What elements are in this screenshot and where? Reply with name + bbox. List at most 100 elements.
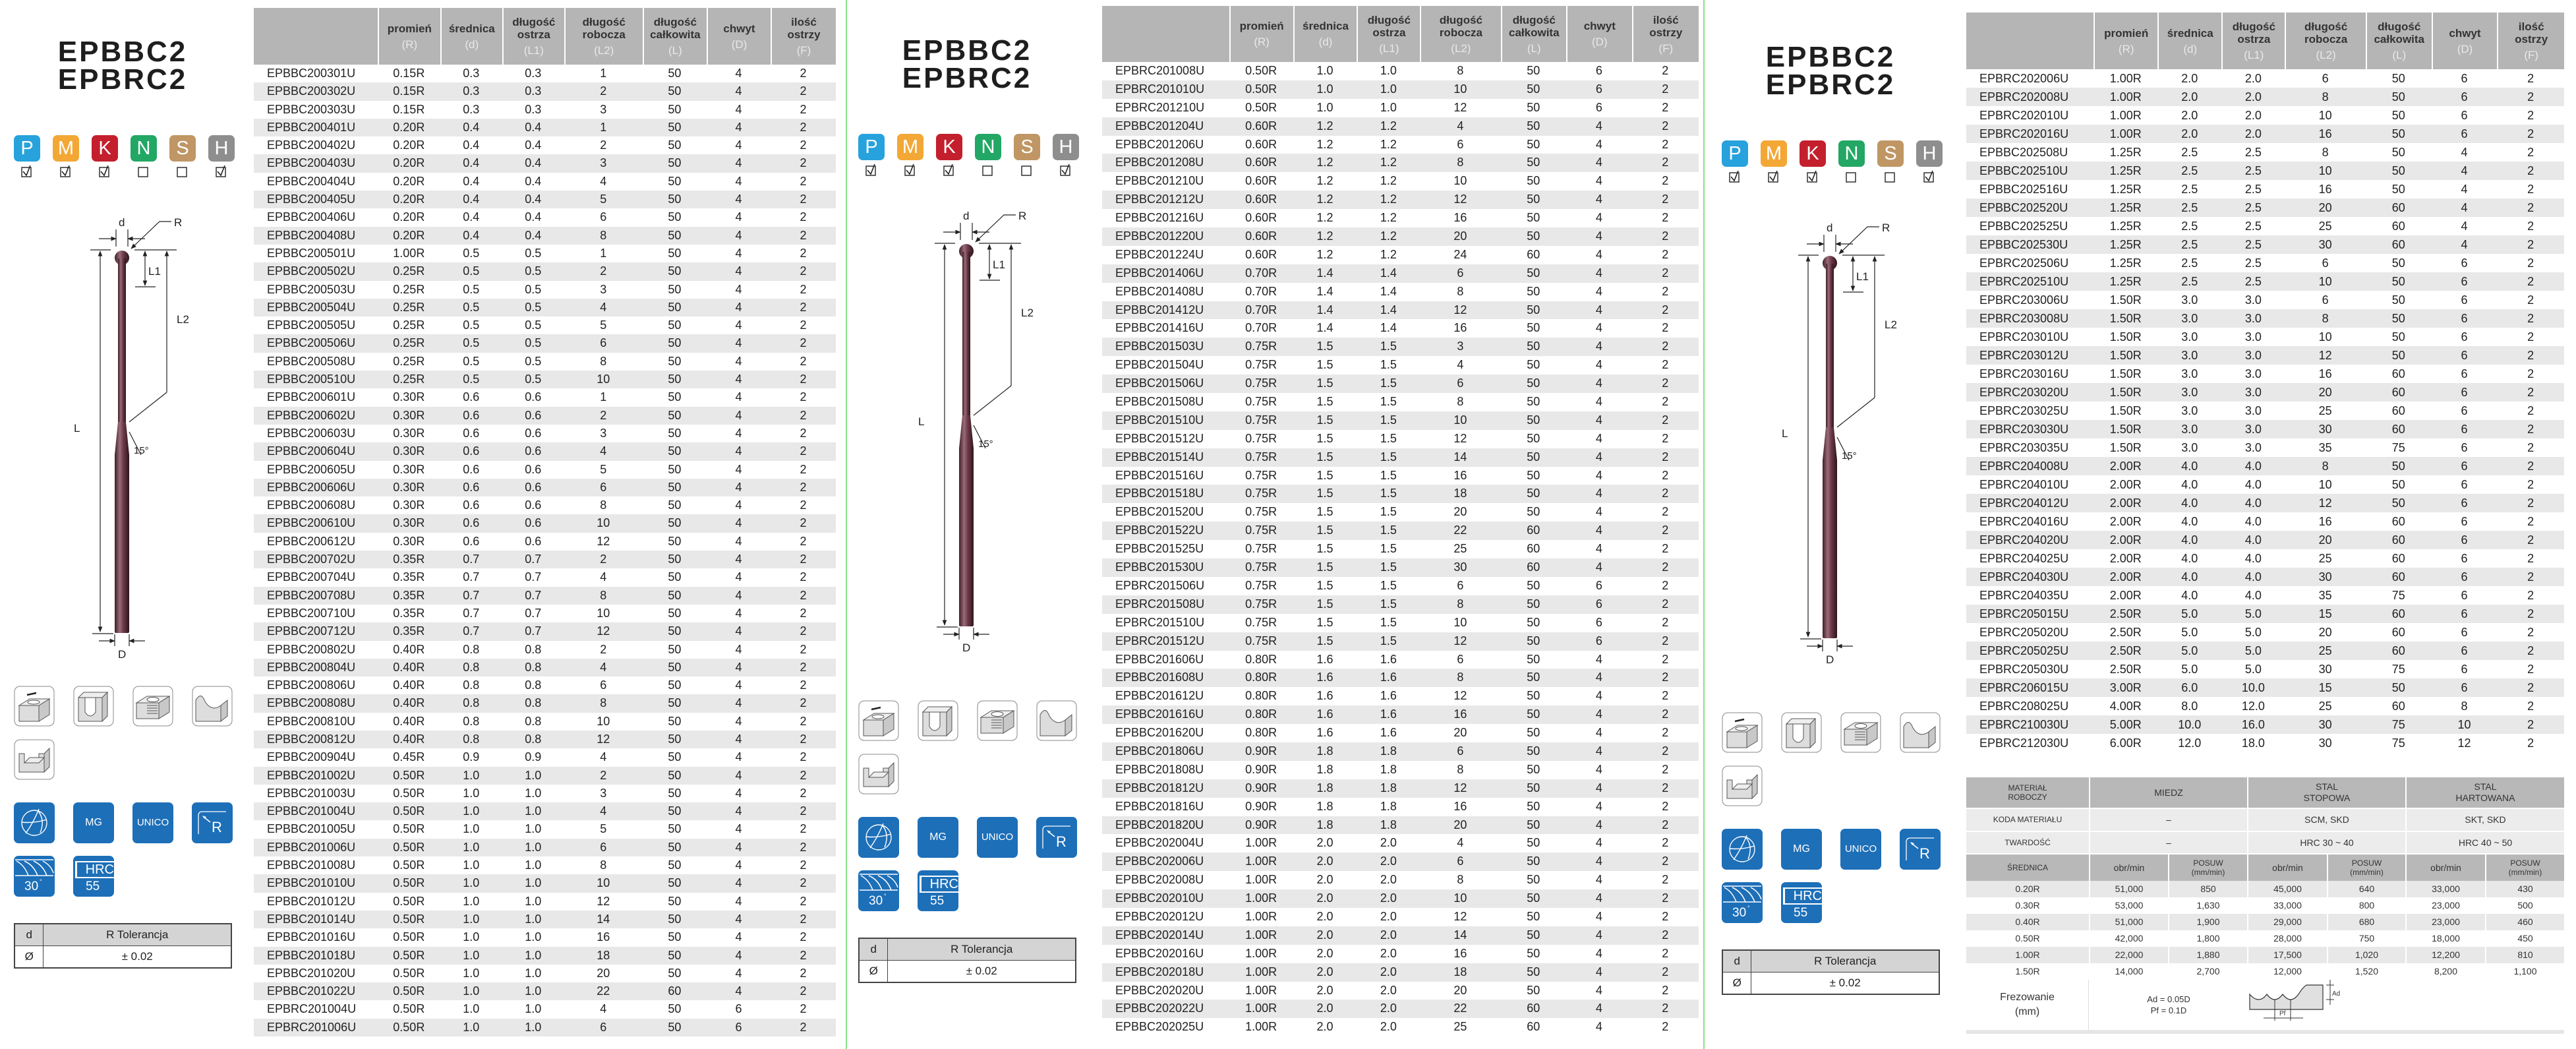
table-row[interactable]: EPBBC201208U 0.60R 1.2 1.2 8 50 4 2: [1102, 154, 1699, 173]
table-row[interactable]: EPBBC202016U 1.00R 2.0 2.0 16 50 4 2: [1102, 945, 1699, 963]
table-row[interactable]: EPBBC201010U 0.50R 1.0 1.0 10 50 4 2: [254, 874, 836, 893]
table-row[interactable]: EPBBC200808U 0.40R 0.8 0.8 8 50 4 2: [254, 694, 836, 713]
table-row[interactable]: EPBBC201518U 0.75R 1.5 1.5 18 50 4 2: [1102, 485, 1699, 504]
table-row[interactable]: EPBBC200406U 0.20R 0.4 0.4 6 50 4 2: [254, 208, 836, 226]
table-row[interactable]: EPBRC205030U 2.50R 5.0 5.0 30 75 6 2: [1966, 660, 2564, 678]
table-row[interactable]: EPBRC203010U 1.50R 3.0 3.0 10 50 6 2: [1966, 328, 2564, 346]
table-row[interactable]: EPBBC201416U 0.70R 1.4 1.4 16 50 4 2: [1102, 319, 1699, 338]
table-row[interactable]: EPBRC203020U 1.50R 3.0 3.0 20 60 6 2: [1966, 383, 2564, 402]
table-row[interactable]: EPBRC204012U 2.00R 4.0 4.0 12 50 6 2: [1966, 494, 2564, 512]
table-row[interactable]: EPBBC200504U 0.25R 0.5 0.5 4 50 4 2: [254, 298, 836, 317]
table-row[interactable]: EPBBC200601U 0.30R 0.6 0.6 1 50 4 2: [254, 388, 836, 406]
table-row[interactable]: EPBBC201004U 0.50R 1.0 1.0 4 50 4 2: [254, 802, 836, 821]
table-row[interactable]: EPBBC201022U 0.50R 1.0 1.0 22 60 4 2: [254, 982, 836, 1001]
table-row[interactable]: EPBBC201018U 0.50R 1.0 1.0 18 50 4 2: [254, 946, 836, 965]
table-row[interactable]: EPBBC201620U 0.80R 1.6 1.6 20 50 4 2: [1102, 724, 1699, 742]
table-row[interactable]: EPBBC201224U 0.60R 1.2 1.2 24 60 4 2: [1102, 246, 1699, 264]
table-row[interactable]: EPBRC204008U 2.00R 4.0 4.0 8 50 6 2: [1966, 457, 2564, 475]
table-row[interactable]: EPBBC200806U 0.40R 0.8 0.8 6 50 4 2: [254, 676, 836, 694]
table-row[interactable]: EPBBC201408U 0.70R 1.4 1.4 8 50 4 2: [1102, 283, 1699, 301]
table-row[interactable]: EPBBC200503U 0.25R 0.5 0.5 3 50 4 2: [254, 281, 836, 299]
table-row[interactable]: EPBBC201612U 0.80R 1.6 1.6 12 50 4 2: [1102, 687, 1699, 705]
table-row[interactable]: EPBBC202004U 1.00R 2.0 2.0 4 50 4 2: [1102, 834, 1699, 853]
table-row[interactable]: EPBBC200402U 0.20R 0.4 0.4 2 50 4 2: [254, 136, 836, 154]
table-row[interactable]: EPBBC202008U 1.00R 2.0 2.0 8 50 4 2: [1102, 871, 1699, 889]
table-row[interactable]: EPBBC200802U 0.40R 0.8 0.8 2 50 4 2: [254, 641, 836, 659]
table-row[interactable]: EPBBC200810U 0.40R 0.8 0.8 10 50 4 2: [254, 713, 836, 731]
table-row[interactable]: EPBBC201210U 0.60R 1.2 1.2 10 50 4 2: [1102, 172, 1699, 191]
table-row[interactable]: EPBBC201510U 0.75R 1.5 1.5 10 50 4 2: [1102, 411, 1699, 430]
table-row[interactable]: EPBBC200302U 0.15R 0.3 0.3 2 50 4 2: [254, 82, 836, 101]
table-row[interactable]: EPBBC201525U 0.75R 1.5 1.5 25 60 4 2: [1102, 540, 1699, 558]
table-row[interactable]: EPBBC201412U 0.70R 1.4 1.4 12 50 4 2: [1102, 301, 1699, 320]
table-row[interactable]: EPBBC201516U 0.75R 1.5 1.5 16 50 4 2: [1102, 467, 1699, 485]
table-row[interactable]: EPBBC200602U 0.30R 0.6 0.6 2 50 4 2: [254, 406, 836, 425]
table-row[interactable]: EPBBC201008U 0.50R 1.0 1.0 8 50 4 2: [254, 856, 836, 874]
table-row[interactable]: EPBBC201220U 0.60R 1.2 1.2 20 50 4 2: [1102, 227, 1699, 246]
table-row[interactable]: EPBBC200502U 0.25R 0.5 0.5 2 50 4 2: [254, 262, 836, 281]
table-row[interactable]: EPBBC201006U 0.50R 1.0 1.0 6 50 4 2: [254, 838, 836, 857]
table-row[interactable]: EPBBC201212U 0.60R 1.2 1.2 12 50 4 2: [1102, 191, 1699, 210]
table-row[interactable]: EPBBC201508U 0.75R 1.5 1.5 8 50 4 2: [1102, 393, 1699, 411]
table-row[interactable]: EPBRC202016U 1.00R 2.0 2.0 16 50 6 2: [1966, 125, 2564, 143]
table-row[interactable]: EPBBC201016U 0.50R 1.0 1.0 16 50 4 2: [254, 928, 836, 946]
table-row[interactable]: EPBBC202025U 1.00R 2.0 2.0 25 60 4 2: [1102, 1018, 1699, 1036]
table-row[interactable]: EPBBC200606U 0.30R 0.6 0.6 6 50 4 2: [254, 478, 836, 497]
table-row[interactable]: EPBRC204035U 2.00R 4.0 4.0 35 75 6 2: [1966, 586, 2564, 605]
table-row[interactable]: EPBRC201508U 0.75R 1.5 1.5 8 50 6 2: [1102, 595, 1699, 614]
table-row[interactable]: EPBRC205015U 2.50R 5.0 5.0 15 60 6 2: [1966, 605, 2564, 623]
table-row[interactable]: EPBBC201003U 0.50R 1.0 1.0 3 50 4 2: [254, 785, 836, 802]
table-row[interactable]: EPBRC203006U 1.50R 3.0 3.0 6 50 6 2: [1966, 291, 2564, 309]
table-row[interactable]: EPBRC212030U 6.00R 12.0 18.0 30 75 12 2: [1966, 734, 2564, 752]
table-row[interactable]: EPBBC200608U 0.30R 0.6 0.6 8 50 4 2: [254, 496, 836, 514]
table-row[interactable]: EPBBC202508U 1.25R 2.5 2.5 8 50 4 2: [1966, 143, 2564, 162]
table-row[interactable]: EPBBC200506U 0.25R 0.5 0.5 6 50 4 2: [254, 334, 836, 353]
table-row[interactable]: EPBBC202520U 1.25R 2.5 2.5 20 60 4 2: [1966, 198, 2564, 217]
table-row[interactable]: EPBBC200610U 0.30R 0.6 0.6 10 50 4 2: [254, 514, 836, 533]
table-row[interactable]: EPBBC200508U 0.25R 0.5 0.5 8 50 4 2: [254, 353, 836, 371]
table-row[interactable]: EPBBC201522U 0.75R 1.5 1.5 22 60 4 2: [1102, 522, 1699, 541]
table-row[interactable]: EPBBC201503U 0.75R 1.5 1.5 3 50 4 2: [1102, 338, 1699, 357]
table-row[interactable]: EPBBC200702U 0.35R 0.7 0.7 2 50 4 2: [254, 551, 836, 569]
table-row[interactable]: EPBBC202525U 1.25R 2.5 2.5 25 60 4 2: [1966, 217, 2564, 235]
table-row[interactable]: EPBRC203012U 1.50R 3.0 3.0 12 50 6 2: [1966, 346, 2564, 365]
table-row[interactable]: EPBBC200501U 1.00R 0.5 0.5 1 50 4 2: [254, 245, 836, 262]
table-row[interactable]: EPBBC201005U 0.50R 1.0 1.0 5 50 4 2: [254, 820, 836, 838]
table-row[interactable]: EPBBC200408U 0.20R 0.4 0.4 8 50 4 2: [254, 226, 836, 245]
table-row[interactable]: EPBBC202530U 1.25R 2.5 2.5 30 60 4 2: [1966, 235, 2564, 254]
table-row[interactable]: EPBBC201216U 0.60R 1.2 1.2 16 50 4 2: [1102, 209, 1699, 227]
table-row[interactable]: EPBBC201606U 0.80R 1.6 1.6 6 50 4 2: [1102, 651, 1699, 669]
table-row[interactable]: EPBRC201010U 0.50R 1.0 1.0 10 50 6 2: [1102, 80, 1699, 99]
table-row[interactable]: EPBBC202510U 1.25R 2.5 2.5 10 50 4 2: [1966, 162, 2564, 180]
table-row[interactable]: EPBBC200612U 0.30R 0.6 0.6 12 50 4 2: [254, 533, 836, 551]
table-row[interactable]: EPBBC201616U 0.80R 1.6 1.6 16 50 4 2: [1102, 705, 1699, 725]
table-row[interactable]: EPBBC200301U 0.15R 0.3 0.3 1 50 4 2: [254, 65, 836, 82]
table-row[interactable]: EPBBC202516U 1.25R 2.5 2.5 16 50 4 2: [1966, 180, 2564, 198]
table-row[interactable]: EPBRC201008U 0.50R 1.0 1.0 8 50 6 2: [1102, 62, 1699, 80]
table-row[interactable]: EPBBC201512U 0.75R 1.5 1.5 12 50 4 2: [1102, 430, 1699, 448]
table-row[interactable]: EPBBC201204U 0.60R 1.2 1.2 4 50 4 2: [1102, 117, 1699, 136]
table-row[interactable]: EPBBC202022U 1.00R 2.0 2.0 22 60 4 2: [1102, 1000, 1699, 1019]
table-row[interactable]: EPBBC200303U 0.15R 0.3 0.3 3 50 4 2: [254, 101, 836, 119]
table-row[interactable]: EPBBC200404U 0.20R 0.4 0.4 4 50 4 2: [254, 173, 836, 191]
table-row[interactable]: EPBRC204016U 2.00R 4.0 4.0 16 60 6 2: [1966, 512, 2564, 531]
table-row[interactable]: EPBBC200712U 0.35R 0.7 0.7 12 50 4 2: [254, 622, 836, 641]
table-row[interactable]: EPBRC208025U 4.00R 8.0 12.0 25 60 8 2: [1966, 697, 2564, 715]
table-row[interactable]: EPBBC201020U 0.50R 1.0 1.0 20 50 4 2: [254, 965, 836, 982]
table-row[interactable]: EPBBC202018U 1.00R 2.0 2.0 18 50 4 2: [1102, 963, 1699, 982]
table-row[interactable]: EPBRC202010U 1.00R 2.0 2.0 10 50 6 2: [1966, 106, 2564, 125]
table-row[interactable]: EPBBC201014U 0.50R 1.0 1.0 14 50 4 2: [254, 910, 836, 929]
table-row[interactable]: EPBRC201210U 0.50R 1.0 1.0 12 50 6 2: [1102, 99, 1699, 117]
table-row[interactable]: EPBBC201406U 0.70R 1.4 1.4 6 50 4 2: [1102, 264, 1699, 283]
table-row[interactable]: EPBBC200904U 0.45R 0.9 0.9 4 50 4 2: [254, 748, 836, 766]
table-row[interactable]: EPBBC200704U 0.35R 0.7 0.7 4 50 4 2: [254, 568, 836, 586]
table-row[interactable]: EPBBC202006U 1.00R 2.0 2.0 6 50 4 2: [1102, 853, 1699, 872]
table-row[interactable]: EPBBC200605U 0.30R 0.6 0.6 5 50 4 2: [254, 461, 836, 479]
table-row[interactable]: EPBBC201520U 0.75R 1.5 1.5 20 50 4 2: [1102, 503, 1699, 522]
table-row[interactable]: EPBRC201004U 0.50R 1.0 1.0 4 50 6 2: [254, 1000, 836, 1018]
table-row[interactable]: EPBRC201006U 0.50R 1.0 1.0 6 50 6 2: [254, 1018, 836, 1037]
table-row[interactable]: EPBRC205020U 2.50R 5.0 5.0 20 60 6 2: [1966, 623, 2564, 642]
table-row[interactable]: EPBRC202008U 1.00R 2.0 2.0 8 50 6 2: [1966, 88, 2564, 106]
table-row[interactable]: EPBBC200710U 0.35R 0.7 0.7 10 50 4 2: [254, 605, 836, 622]
table-row[interactable]: EPBRC203016U 1.50R 3.0 3.0 16 60 6 2: [1966, 365, 2564, 383]
